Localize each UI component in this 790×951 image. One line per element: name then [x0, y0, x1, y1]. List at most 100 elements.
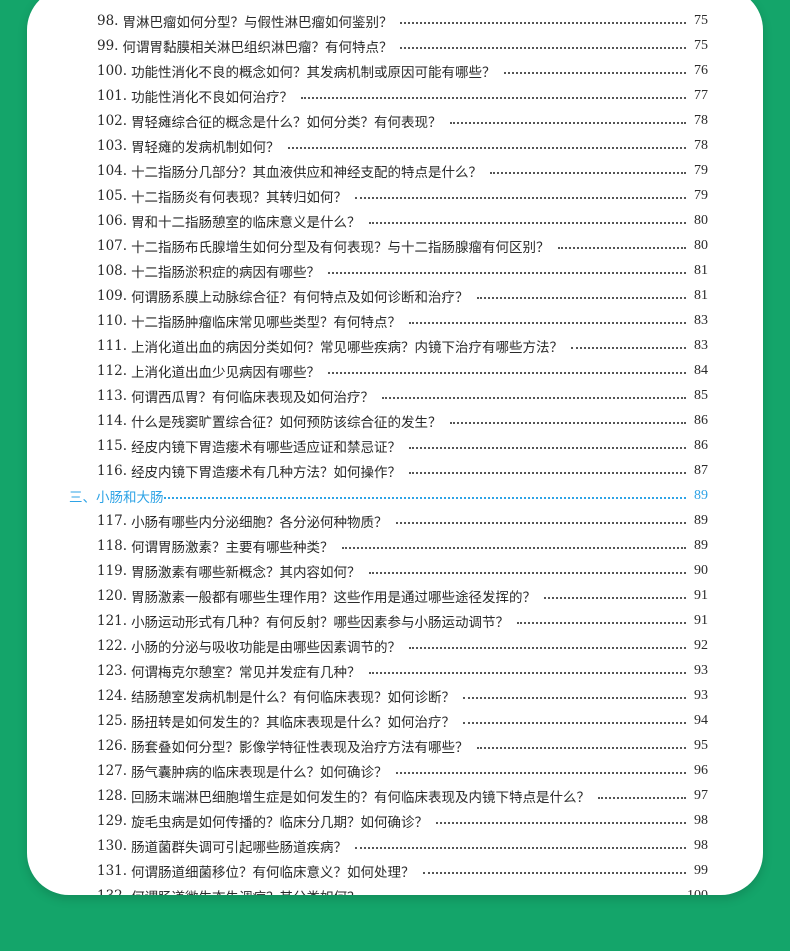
- toc-entry[interactable]: 113. 何谓西瓜胃？有何临床表现及如何治疗？ 85: [27, 383, 763, 408]
- dot-leader: [368, 221, 686, 224]
- entry-page-number: 76: [694, 62, 708, 78]
- entry-number: 109.: [97, 287, 128, 304]
- entry-page-number: 75: [694, 37, 708, 53]
- entry-number: 128.: [97, 787, 128, 804]
- toc-entry[interactable]: 99. 何谓胃黏膜相关淋巴组织淋巴瘤？有何特点？ 75: [27, 33, 763, 58]
- entry-page-number: 91: [694, 587, 708, 603]
- entry-number: 117.: [97, 512, 128, 529]
- entry-page-number: 75: [694, 12, 708, 28]
- entry-page-number: 81: [694, 287, 708, 303]
- entry-page-number: 83: [694, 337, 708, 353]
- entry-number: 115.: [97, 437, 128, 454]
- entry-title: 肠道菌群失调可引起哪些肠道疾病？: [131, 840, 348, 857]
- dot-leader: [409, 471, 686, 474]
- dot-leader: [476, 296, 686, 299]
- toc-entry[interactable]: 120. 胃肠激素一般都有哪些生理作用？这些作用是通过哪些途径发挥的？ 91: [27, 583, 763, 608]
- entry-title: 何谓胃肠激素？主要有哪些种类？: [131, 539, 334, 556]
- entry-title: 肠气囊肿病的临床表现是什么？如何确诊？: [131, 764, 388, 781]
- entry-page-number: 93: [694, 662, 708, 678]
- dot-leader: [287, 146, 686, 149]
- entry-title: 功能性消化不良的概念如何？其发病机制或原因可能有哪些？: [131, 64, 496, 81]
- toc-entry[interactable]: 115. 经皮内镜下胃造瘘术有哪些适应证和禁忌证？ 86: [27, 433, 763, 458]
- toc-entry[interactable]: 103. 胃轻瘫的发病机制如何？ 78: [27, 133, 763, 158]
- toc-entry[interactable]: 112. 上消化道出血少见病因有哪些？ 84: [27, 358, 763, 383]
- toc-entry[interactable]: 132. 何谓肠道微生态失调症？其分类如何？ 100: [27, 884, 763, 895]
- dot-leader: [400, 46, 686, 49]
- entry-number: 132.: [97, 888, 127, 895]
- dot-leader: [449, 421, 686, 424]
- toc-entry[interactable]: 131. 何谓肠道细菌移位？有何临床意义？如何处理？ 99: [27, 859, 763, 884]
- entry-page-number: 77: [694, 87, 708, 103]
- entry-page-number: 87: [694, 462, 708, 478]
- toc-entry[interactable]: 108. 十二指肠淤积症的病因有哪些？ 81: [27, 258, 763, 283]
- toc-entry[interactable]: 109. 何谓肠系膜上动脉综合征？有何特点及如何诊断和治疗？ 81: [27, 283, 763, 308]
- entry-number: 107.: [97, 237, 128, 254]
- dot-leader: [598, 796, 686, 799]
- entry-page-number: 89: [694, 512, 708, 528]
- entry-number: 120.: [97, 587, 128, 604]
- toc-entry[interactable]: 123. 何谓梅克尔憩室？常见并发症有几种？ 93: [27, 658, 763, 683]
- entry-number: 98.: [97, 12, 119, 29]
- toc-entry[interactable]: 119. 胃肠激素有哪些新概念？其内容如何？ 90: [27, 558, 763, 583]
- dot-leader: [409, 446, 686, 449]
- toc-entry[interactable]: 100. 功能性消化不良的概念如何？其发病机制或原因可能有哪些？ 76: [27, 58, 763, 83]
- entry-number: 131.: [97, 863, 128, 880]
- entry-number: 104.: [97, 162, 128, 179]
- entry-number: 119.: [97, 562, 128, 579]
- entry-page-number: 89: [694, 487, 708, 503]
- toc-entry[interactable]: 101. 功能性消化不良如何治疗？ 77: [27, 83, 763, 108]
- toc-entry[interactable]: 129. 旋毛虫病是如何传播的？临床分几期？如何确诊？ 98: [27, 809, 763, 834]
- toc-entry[interactable]: 106. 胃和十二指肠憩室的临床意义是什么？ 80: [27, 208, 763, 233]
- dot-leader: [476, 746, 686, 749]
- entry-page-number: 90: [694, 562, 708, 578]
- toc-entry[interactable]: 122. 小肠的分泌与吸收功能是由哪些因素调节的？ 92: [27, 633, 763, 658]
- dot-leader: [490, 171, 686, 174]
- entry-number: 114.: [97, 412, 128, 429]
- entry-number: 三、: [69, 489, 96, 506]
- toc-entry[interactable]: 127. 肠气囊肿病的临床表现是什么？如何确诊？ 96: [27, 758, 763, 783]
- dot-leader: [368, 571, 686, 574]
- entry-number: 122.: [97, 637, 128, 654]
- toc-entry[interactable]: 105. 十二指肠炎有何表现？其转归如何？ 79: [27, 183, 763, 208]
- entry-number: 116.: [97, 462, 128, 479]
- entry-page-number: 86: [694, 437, 708, 453]
- toc-entry[interactable]: 125. 肠扭转是如何发生的？其临床表现是什么？如何治疗？ 94: [27, 708, 763, 733]
- entry-page-number: 97: [694, 787, 708, 803]
- entry-number: 103.: [97, 137, 128, 154]
- toc-entry[interactable]: 116. 经皮内镜下胃造瘘术有几种方法？如何操作？ 87: [27, 458, 763, 483]
- toc-entry[interactable]: 128. 回肠末端淋巴细胞增生症是如何发生的？有何临床表现及内镜下特点是什么？ 97: [27, 783, 763, 808]
- entry-title: 胃肠激素有哪些新概念？其内容如何？: [131, 564, 361, 581]
- toc-entry[interactable]: 114. 什么是残窦旷置综合征？如何预防该综合征的发生？ 86: [27, 408, 763, 433]
- dot-leader: [400, 21, 686, 24]
- entry-number: 123.: [97, 662, 128, 679]
- dot-leader: [436, 822, 686, 824]
- entry-number: 102.: [97, 112, 128, 129]
- toc-entry[interactable]: 118. 何谓胃肠激素？主要有哪些种类？ 89: [27, 533, 763, 558]
- toc-entry[interactable]: 124. 结肠憩室发病机制是什么？有何临床表现？如何诊断？ 93: [27, 683, 763, 708]
- entry-title: 经皮内镜下胃造瘘术有几种方法？如何操作？: [131, 464, 402, 481]
- toc-entry[interactable]: 98. 胃淋巴瘤如何分型？与假性淋巴瘤如何鉴别？ 75: [27, 8, 763, 33]
- toc-entry[interactable]: 107. 十二指肠布氏腺增生如何分型及有何表现？与十二指肠腺瘤有何区别？ 80: [27, 233, 763, 258]
- toc-entry[interactable]: 102. 胃轻瘫综合征的概念是什么？如何分类？有何表现？ 78: [27, 108, 763, 133]
- toc-entry[interactable]: 104. 十二指肠分几部分？其血液供应和神经支配的特点是什么？ 79: [27, 158, 763, 183]
- entry-title: 胃淋巴瘤如何分型？与假性淋巴瘤如何鉴别？: [122, 14, 393, 31]
- dot-leader: [341, 546, 686, 549]
- dot-leader: [422, 872, 686, 875]
- toc-entry[interactable]: 117. 小肠有哪些内分泌细胞？各分泌何种物质？ 89: [27, 508, 763, 533]
- entry-page-number: 78: [694, 112, 708, 128]
- entry-title: 胃轻瘫综合征的概念是什么？如何分类？有何表现？: [131, 114, 442, 131]
- entry-page-number: 85: [694, 387, 708, 403]
- toc-entry[interactable]: 110. 十二指肠肿瘤临床常见哪些类型？有何特点？ 83: [27, 308, 763, 333]
- entry-title: 何谓肠道微生态失调症？其分类如何？: [131, 886, 361, 895]
- entry-number: 111.: [97, 337, 128, 354]
- toc-entry[interactable]: 111. 上消化道出血的病因分类如何？常见哪些疾病？内镜下治疗有哪些方法？ 83: [27, 333, 763, 358]
- toc-entry[interactable]: 126. 肠套叠如何分型？影像学特征性表现及治疗方法有哪些？ 95: [27, 733, 763, 758]
- dot-leader: [368, 671, 686, 674]
- toc-section-heading[interactable]: 三、 小肠和大肠 89: [27, 483, 763, 508]
- toc-entry[interactable]: 130. 肠道菌群失调可引起哪些肠道疾病？ 98: [27, 834, 763, 859]
- dot-leader: [517, 621, 686, 624]
- entry-title: 何谓胃黏膜相关淋巴组织淋巴瘤？有何特点？: [122, 39, 393, 56]
- toc-entry[interactable]: 121. 小肠运动形式有几种？有何反射？哪些因素参与小肠运动调节？ 91: [27, 608, 763, 633]
- dot-leader: [544, 596, 686, 599]
- entry-title: 回肠末端淋巴细胞增生症是如何发生的？有何临床表现及内镜下特点是什么？: [131, 789, 591, 806]
